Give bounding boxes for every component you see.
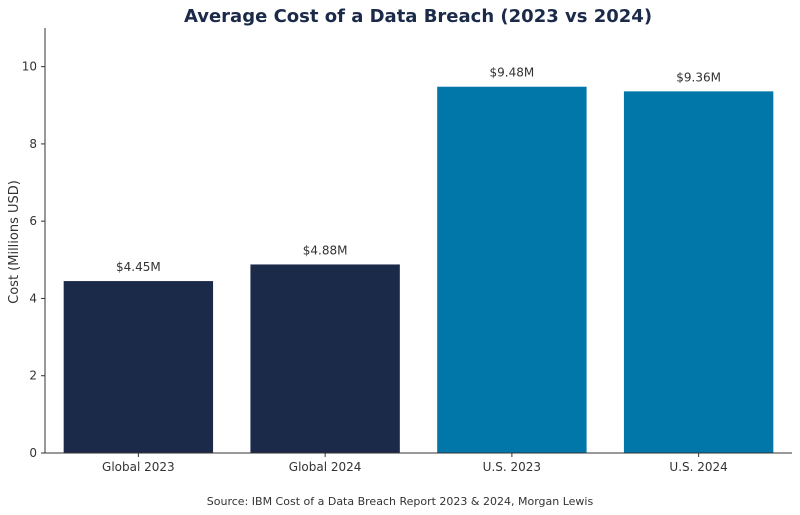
data-label: $9.36M: [676, 70, 721, 84]
chart-title: Average Cost of a Data Breach (2023 vs 2…: [184, 6, 652, 27]
y-axis-ticks: 0 2 4 6 8 10: [22, 60, 45, 460]
y-tick-label: 10: [22, 60, 37, 74]
y-axis-label: Cost (Millions USD): [7, 180, 22, 304]
x-axis-ticks: Global 2023 Global 2024 U.S. 2023 U.S. 2024: [102, 453, 728, 474]
x-tick-label: U.S. 2023: [483, 460, 541, 474]
bar-u-s-2024: [623, 91, 774, 454]
bar-global-2024: [250, 264, 400, 453]
y-tick-label: 0: [29, 446, 37, 460]
y-tick-label: 2: [29, 369, 37, 383]
bars-group: [63, 86, 774, 454]
x-tick-label: U.S. 2024: [669, 460, 727, 474]
y-tick-label: 6: [29, 214, 37, 228]
data-label: $4.88M: [303, 243, 348, 257]
x-tick-label: Global 2023: [102, 460, 175, 474]
data-labels-group: $4.45M $4.88M $9.48M $9.36M: [116, 66, 721, 274]
source-note: Source: IBM Cost of a Data Breach Report…: [207, 495, 594, 508]
bar-global-2023: [63, 281, 214, 453]
bar-u-s-2023: [437, 86, 587, 453]
y-tick-label: 4: [29, 291, 37, 305]
data-label: $4.45M: [116, 260, 161, 274]
data-label: $9.48M: [490, 66, 535, 80]
y-tick-label: 8: [29, 137, 37, 151]
x-tick-label: Global 2024: [289, 460, 362, 474]
